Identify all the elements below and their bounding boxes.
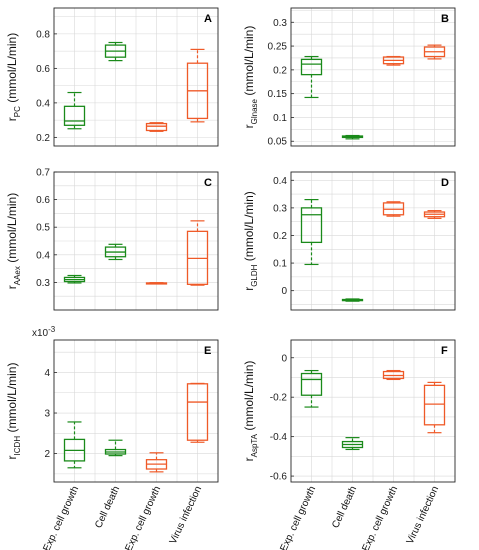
y-tick-label: 2 (44, 449, 50, 460)
y-tick-label: 0.6 (36, 195, 50, 206)
y-axis-exponent: x10-3 (32, 325, 56, 339)
y-tick-label: 0.5 (36, 223, 50, 234)
y-tick-label: 0.25 (268, 42, 288, 53)
panel-label: A (204, 13, 212, 25)
y-tick-label: 3 (44, 409, 50, 420)
box-1 (63, 91, 86, 130)
x-category-label: Cell death (93, 485, 122, 530)
box-3 (382, 369, 405, 381)
box-1 (300, 55, 323, 99)
box-2 (341, 298, 364, 302)
axes-frame (290, 7, 456, 147)
y-tick-label: 0.6 (36, 64, 50, 75)
box-iqr (63, 105, 86, 126)
box-1 (63, 421, 86, 469)
y-axis-label: rAAex (mmol/L/min) (5, 193, 22, 289)
y-tick-label: 0.3 (273, 203, 287, 214)
box-4 (186, 220, 209, 286)
box-iqr (300, 207, 323, 244)
box-iqr (423, 384, 446, 426)
y-tick-label: 0.1 (273, 259, 287, 270)
axes-frame (53, 171, 219, 311)
y-axis-label: rGlnase (mmol/L/min) (242, 26, 259, 129)
y-tick-label: 0.3 (273, 18, 287, 29)
y-tick-label: 0.2 (273, 231, 287, 242)
box-2 (341, 134, 364, 140)
box-iqr (300, 58, 323, 76)
box-2 (104, 243, 127, 261)
box-4 (423, 381, 446, 434)
box-3 (382, 201, 405, 217)
axes-frame (290, 171, 456, 311)
panel-label: E (204, 345, 211, 357)
y-axis-label: rGLDH (mmol/L/min) (242, 191, 259, 291)
x-category-label: Virus infection (405, 485, 441, 546)
axes-frame (53, 7, 219, 147)
box-2 (341, 437, 364, 451)
box-iqr (145, 122, 168, 132)
y-tick-label: -0.6 (270, 472, 288, 483)
box-4 (186, 382, 209, 443)
y-tick-label: -0.4 (270, 432, 288, 443)
box-2 (104, 439, 127, 457)
y-tick-label: 4 (44, 368, 50, 379)
x-category-label: Exp. cell growth (278, 485, 318, 550)
y-tick-label: 0.8 (36, 29, 50, 40)
panel-label: B (441, 13, 449, 25)
y-axis-label: rICDH (mmol/L/min) (5, 363, 22, 460)
box-iqr (186, 383, 209, 441)
panel-label: F (441, 345, 448, 357)
y-tick-label: 0.2 (273, 65, 287, 76)
panel-label: D (441, 177, 449, 189)
y-tick-label: 0 (281, 353, 287, 364)
box-3 (382, 55, 405, 66)
box-3 (145, 282, 168, 285)
y-tick-label: 0.7 (36, 168, 50, 179)
y-axis-label: rPC (mmol/L/min) (5, 33, 22, 121)
x-category-label: Virus infection (168, 485, 204, 546)
y-tick-label: 0.1 (273, 113, 287, 124)
box-2 (104, 41, 127, 62)
y-tick-label: 0 (281, 286, 287, 297)
box-3 (145, 452, 168, 473)
x-category-label: Exp. cell growth (123, 485, 163, 550)
box-4 (186, 48, 209, 123)
box-1 (63, 274, 86, 284)
box-3 (145, 122, 168, 132)
x-category-label: Exp. cell growth (360, 485, 400, 550)
x-category-label: Exp. cell growth (41, 485, 81, 550)
box-1 (300, 369, 323, 408)
box-iqr (300, 372, 323, 396)
y-tick-label: 0.3 (36, 278, 50, 289)
y-axis-label: rAspTA (mmol/L/min) (242, 361, 259, 462)
y-tick-label: 0.4 (273, 176, 287, 187)
y-tick-label: 0.15 (268, 89, 288, 100)
y-tick-label: 0.4 (36, 98, 50, 109)
x-category-label: Cell death (330, 485, 359, 530)
y-tick-label: -0.2 (270, 393, 288, 404)
y-tick-label: 0.2 (36, 133, 50, 144)
box-4 (423, 210, 446, 219)
axes-frame (290, 339, 456, 483)
axes-frame (53, 339, 219, 483)
y-tick-label: 0.05 (268, 137, 288, 148)
box-1 (300, 199, 323, 266)
y-tick-label: 0.4 (36, 250, 50, 261)
panel-label: C (204, 177, 212, 189)
box-4 (423, 44, 446, 60)
